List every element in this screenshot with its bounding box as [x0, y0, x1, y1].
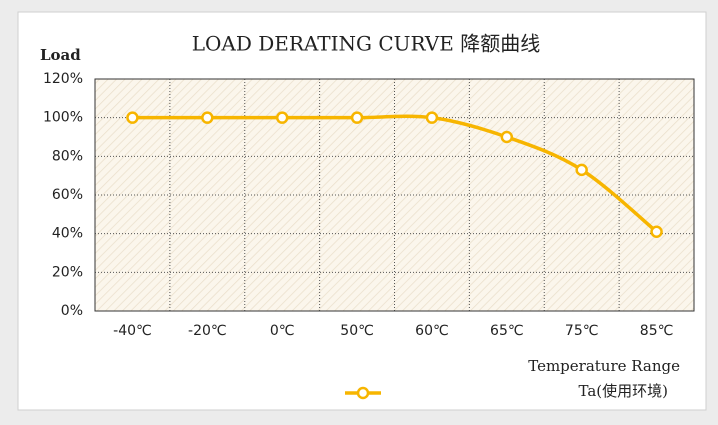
- y-axis-label: Load: [40, 46, 81, 64]
- plot-border: [94, 78, 695, 312]
- y-tick-label: 60%: [52, 187, 83, 203]
- x-tick-label: 50℃: [340, 323, 374, 339]
- legend-marker: [356, 386, 370, 400]
- x-tick-label: 65℃: [490, 323, 524, 339]
- marker: [126, 111, 139, 124]
- marker: [201, 111, 214, 124]
- marker: [500, 130, 514, 144]
- y-tick-label: 80%: [52, 148, 83, 164]
- x-tick-label: 0℃: [270, 323, 295, 339]
- x-axis-label: Temperature Range: [528, 357, 680, 375]
- marker: [575, 163, 588, 177]
- y-tick-label: 40%: [52, 226, 83, 242]
- marker: [275, 111, 289, 124]
- marker: [350, 111, 364, 124]
- y-tick-label: 0%: [61, 303, 83, 319]
- plot-area: [95, 79, 694, 311]
- x-tick-label: -40℃: [113, 323, 152, 339]
- chart-title: LOAD DERATING CURVE 降额曲线: [192, 32, 541, 56]
- x-axis-label: Ta(使用环境): [579, 382, 669, 400]
- y-tick-label: 20%: [52, 264, 83, 280]
- x-tick-label: 85℃: [640, 323, 674, 339]
- x-tick-label: -20℃: [188, 323, 227, 339]
- x-tick-label: 75℃: [565, 323, 599, 339]
- y-tick-label: 100%: [43, 110, 83, 126]
- marker: [650, 225, 663, 238]
- marker: [425, 111, 439, 124]
- x-tick-label: 60℃: [415, 323, 449, 339]
- y-tick-label: 120%: [43, 71, 83, 87]
